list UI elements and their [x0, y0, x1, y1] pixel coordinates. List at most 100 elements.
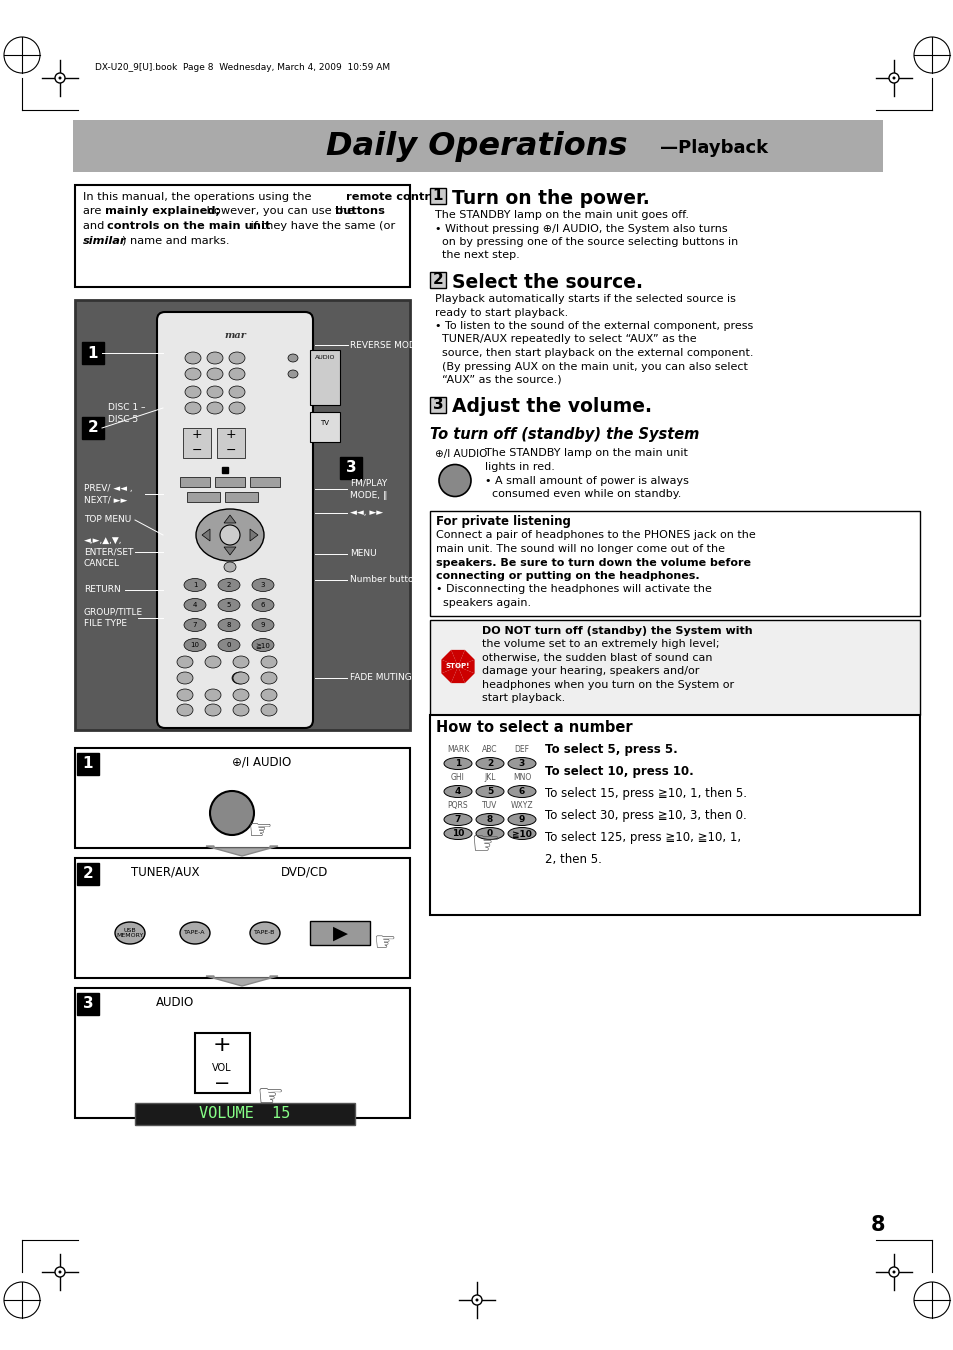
Text: MENU: MENU	[350, 549, 376, 559]
Text: PQRS: PQRS	[447, 801, 468, 810]
Polygon shape	[224, 514, 235, 522]
Text: The STANDBY lamp on the main unit: The STANDBY lamp on the main unit	[484, 448, 687, 459]
Text: DISC 5: DISC 5	[108, 416, 138, 424]
Text: otherwise, the sudden blast of sound can: otherwise, the sudden blast of sound can	[481, 652, 712, 663]
Bar	[194, 1033, 250, 1094]
Text: Daily Operations: Daily Operations	[326, 131, 627, 162]
Text: MNO: MNO	[513, 774, 531, 782]
Text: To turn off (standby) the System: To turn off (standby) the System	[430, 427, 699, 441]
Polygon shape	[202, 529, 210, 541]
Ellipse shape	[476, 828, 503, 840]
Bar	[250, 477, 280, 487]
Polygon shape	[441, 649, 457, 667]
Text: Adjust the volume.: Adjust the volume.	[452, 397, 651, 417]
Circle shape	[438, 464, 471, 497]
Ellipse shape	[232, 672, 248, 684]
Polygon shape	[206, 846, 277, 856]
Text: Turn on the power.: Turn on the power.	[452, 189, 649, 208]
Text: CANCEL: CANCEL	[84, 559, 120, 568]
Text: 7: 7	[455, 815, 460, 824]
Text: TV: TV	[320, 420, 329, 427]
Text: on by pressing one of the source selecting buttons in: on by pressing one of the source selecti…	[435, 238, 738, 247]
Text: ≧10: ≧10	[255, 643, 270, 648]
Circle shape	[888, 73, 898, 82]
Ellipse shape	[288, 370, 297, 378]
Ellipse shape	[207, 369, 223, 379]
Text: JKL: JKL	[484, 774, 496, 782]
Bar	[222, 467, 228, 472]
Bar	[183, 428, 211, 458]
Ellipse shape	[252, 579, 274, 591]
Polygon shape	[206, 976, 277, 986]
Polygon shape	[224, 547, 235, 555]
Bar	[77, 863, 99, 886]
Bar	[430, 397, 446, 413]
Text: +: +	[226, 428, 236, 441]
Text: To select 10, press 10.: To select 10, press 10.	[544, 764, 693, 778]
Text: DEF: DEF	[514, 745, 529, 755]
Ellipse shape	[218, 618, 240, 632]
Ellipse shape	[224, 562, 235, 572]
Bar	[187, 491, 220, 502]
Text: 5: 5	[486, 787, 493, 796]
Text: Playback automatically starts if the selected source is: Playback automatically starts if the sel…	[435, 294, 735, 304]
Text: 10: 10	[191, 643, 199, 648]
Ellipse shape	[229, 386, 245, 398]
Text: In this manual, the operations using the: In this manual, the operations using the	[83, 192, 314, 202]
Polygon shape	[451, 667, 464, 683]
Text: consumed even while on standby.: consumed even while on standby.	[484, 489, 680, 500]
Text: main unit. The sound will no longer come out of the: main unit. The sound will no longer come…	[436, 544, 724, 554]
Text: connecting or putting on the headphones.: connecting or putting on the headphones.	[436, 571, 699, 580]
Text: The STANDBY lamp on the main unit goes off.: The STANDBY lamp on the main unit goes o…	[435, 211, 688, 220]
Ellipse shape	[207, 402, 223, 414]
Circle shape	[892, 77, 895, 80]
Text: DX-U20_9[U].book  Page 8  Wednesday, March 4, 2009  10:59 AM: DX-U20_9[U].book Page 8 Wednesday, March…	[95, 63, 390, 73]
Bar	[430, 188, 446, 204]
Polygon shape	[451, 649, 464, 667]
Ellipse shape	[185, 402, 201, 414]
Text: FADE MUTING: FADE MUTING	[350, 674, 412, 683]
Text: ☞: ☞	[374, 931, 395, 954]
Bar	[310, 412, 339, 441]
Text: 1: 1	[433, 189, 443, 204]
Ellipse shape	[195, 509, 264, 562]
Bar	[75, 748, 410, 848]
Text: 9: 9	[260, 622, 265, 628]
Text: 2: 2	[432, 273, 443, 288]
Ellipse shape	[261, 672, 276, 684]
Text: NEXT/ ►►: NEXT/ ►►	[84, 495, 131, 505]
Ellipse shape	[261, 656, 276, 668]
Text: To select 125, press ≧10, ≧10, 1,: To select 125, press ≧10, ≧10, 1,	[544, 830, 740, 844]
Text: +: +	[192, 428, 202, 441]
Text: For private listening: For private listening	[436, 516, 570, 528]
Text: 3: 3	[433, 397, 443, 412]
Circle shape	[475, 1299, 478, 1301]
Text: • Disconnecting the headphones will activate the: • Disconnecting the headphones will acti…	[436, 585, 711, 594]
Text: AUDIO: AUDIO	[155, 995, 193, 1008]
Ellipse shape	[184, 618, 206, 632]
Text: DISC 1 –: DISC 1 –	[108, 404, 146, 413]
Text: the next step.: the next step.	[435, 251, 519, 261]
Text: damage your hearing, speakers and/or: damage your hearing, speakers and/or	[481, 666, 699, 676]
Text: the volume set to an extremely high level;: the volume set to an extremely high leve…	[481, 639, 719, 649]
Text: TAPE-B: TAPE-B	[254, 930, 275, 936]
Text: 3: 3	[345, 460, 355, 475]
Text: FILE TYPE: FILE TYPE	[84, 620, 127, 629]
Text: FM/PLAY: FM/PLAY	[350, 478, 387, 487]
Text: however, you can use the: however, you can use the	[203, 207, 357, 216]
Text: MARK: MARK	[446, 745, 469, 755]
Ellipse shape	[180, 922, 210, 944]
Bar	[75, 185, 410, 288]
Text: buttons: buttons	[335, 207, 384, 216]
Text: ⊕/I AUDIO: ⊕/I AUDIO	[233, 756, 292, 768]
Text: STOP!: STOP!	[445, 663, 470, 670]
Text: 7: 7	[193, 622, 197, 628]
Text: 5: 5	[227, 602, 231, 608]
Text: ☞: ☞	[470, 828, 499, 861]
Bar	[82, 417, 104, 439]
Text: VOLUME  15: VOLUME 15	[199, 1107, 291, 1122]
Text: 0: 0	[227, 643, 231, 648]
Ellipse shape	[443, 828, 472, 840]
Text: TUV: TUV	[482, 801, 497, 810]
Text: 2: 2	[486, 759, 493, 768]
